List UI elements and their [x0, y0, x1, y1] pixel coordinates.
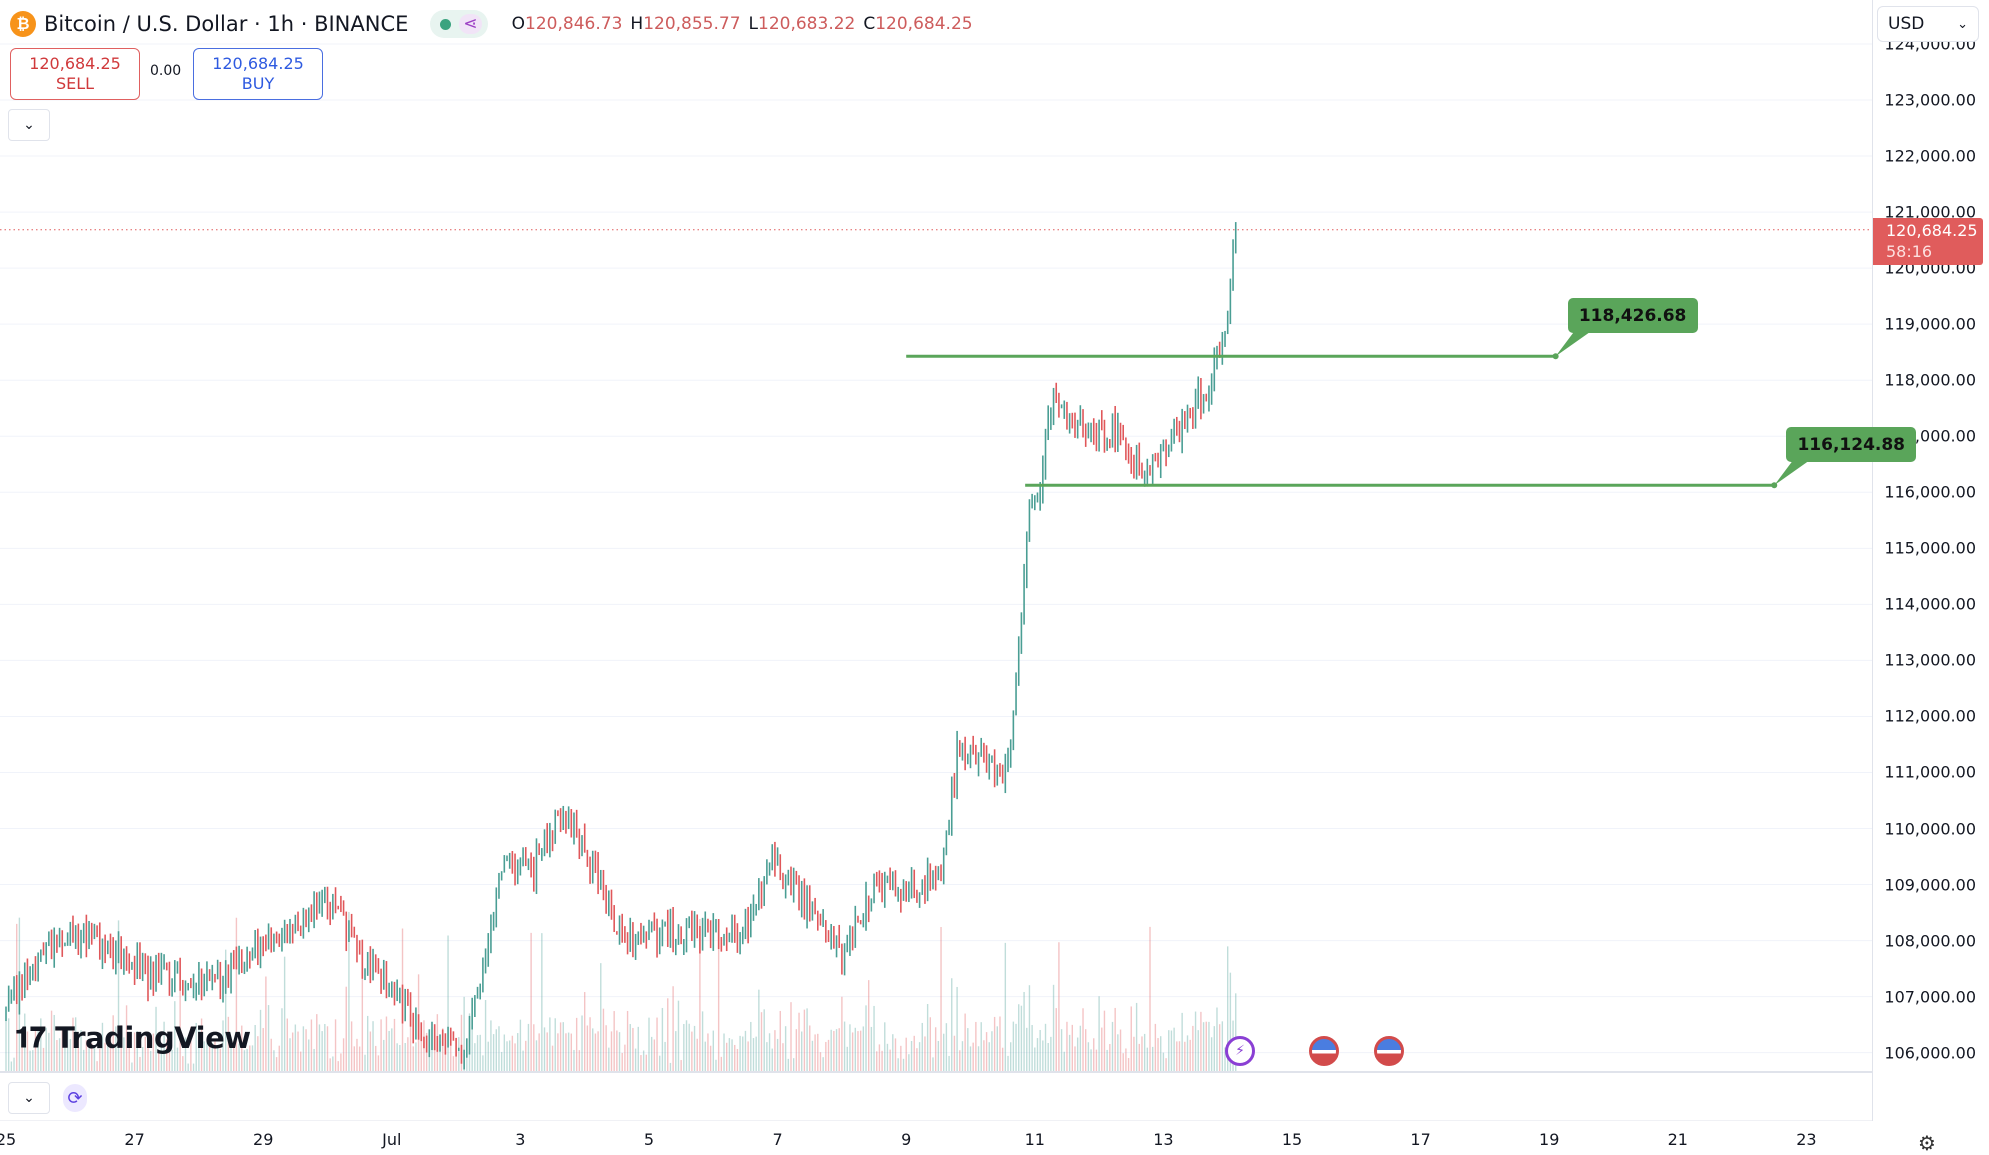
price-axis[interactable]: 124,000.00 123,000.00 122,000.00 121,000.00…: [1872, 0, 1989, 1121]
price-tick-label: 119,000.00: [1884, 314, 1976, 334]
high-key: H: [630, 14, 644, 34]
settings-gear-icon[interactable]: ⚙: [1918, 1131, 1936, 1155]
time-tick-label: 11: [1024, 1130, 1045, 1149]
low-value: 120,683.22: [758, 14, 856, 34]
time-tick-label: 21: [1667, 1130, 1688, 1149]
last-price-label: 120,684.25 58:16: [1873, 218, 1983, 265]
sell-button[interactable]: 120,684.25 SELL: [10, 48, 140, 100]
us-flag-icon[interactable]: [1309, 1036, 1339, 1066]
symbol-header: ₿ Bitcoin / U.S. Dollar · 1h · BINANCE ⋖…: [10, 8, 973, 40]
open-value: 120,846.73: [525, 14, 623, 34]
currency-value: USD: [1888, 14, 1925, 34]
market-open-dot-icon: [440, 18, 452, 30]
time-tick-label: 13: [1153, 1130, 1174, 1149]
collapse-pane-button[interactable]: ⌄: [8, 1082, 50, 1114]
price-tick-label: 109,000.00: [1884, 875, 1976, 895]
time-tick-label: 17: [1410, 1130, 1431, 1149]
price-tick-label: 114,000.00: [1884, 594, 1976, 614]
sell-price: 120,684.25: [29, 54, 121, 73]
bitcoin-icon: ₿: [10, 11, 36, 37]
time-tick-label: 29: [253, 1130, 274, 1149]
price-tick-label: 110,000.00: [1884, 819, 1976, 839]
price-tick-label: 116,000.00: [1884, 482, 1976, 502]
close-value: 120,684.25: [875, 14, 973, 34]
price-tick-label: 111,000.00: [1884, 762, 1976, 782]
low-key: L: [748, 14, 759, 34]
chevron-down-icon: ⌄: [23, 1090, 35, 1106]
chevron-down-icon: ⌄: [23, 117, 35, 133]
price-tick-label: 122,000.00: [1884, 146, 1976, 166]
price-tick-label: 108,000.00: [1884, 931, 1976, 951]
time-tick-label: Jul: [382, 1130, 402, 1149]
price-chart[interactable]: [0, 0, 1872, 1121]
time-tick-label: 19: [1539, 1130, 1560, 1149]
price-tick-label: 106,000.00: [1884, 1043, 1976, 1063]
price-tick-label: 123,000.00: [1884, 90, 1976, 110]
time-tick-label: 15: [1281, 1130, 1303, 1149]
buy-button[interactable]: 120,684.25 BUY: [193, 48, 323, 100]
chevron-down-icon: ⌄: [1957, 16, 1968, 32]
callout-pointer: [1555, 332, 1590, 357]
time-tick-label: 27: [124, 1130, 145, 1149]
ohlc-values: O120,846.73 H120,855.77 L120,683.22 C120…: [512, 14, 973, 34]
symbol-title[interactable]: Bitcoin / U.S. Dollar · 1h · BINANCE: [44, 12, 409, 36]
time-tick-label: 9: [901, 1130, 912, 1149]
sell-label: SELL: [55, 74, 95, 93]
tradingview-watermark: 𝟏𝟕 TradingView: [15, 1021, 251, 1055]
high-value: 120,855.77: [643, 14, 741, 34]
market-status-pill[interactable]: ⋖: [430, 10, 488, 38]
line-anchor-handle[interactable]: [1552, 353, 1559, 360]
currency-select[interactable]: USD ⌄: [1877, 6, 1979, 42]
open-key: O: [511, 14, 526, 34]
price-tick-label: 112,000.00: [1884, 706, 1976, 726]
time-tick-label: 23: [1796, 1130, 1817, 1149]
earnings-bolt-icon[interactable]: ⚡: [1225, 1036, 1255, 1066]
bar-countdown: 58:16: [1886, 242, 1933, 261]
us-flag-icon[interactable]: [1374, 1036, 1404, 1066]
spread-value: 0.00: [150, 63, 182, 79]
callout-pointer: [1774, 461, 1809, 486]
price-tick-label: 118,000.00: [1884, 370, 1976, 390]
price-callout-label[interactable]: 116,124.88: [1786, 427, 1917, 463]
tradingview-logo-icon: 𝟏𝟕: [15, 1021, 46, 1054]
price-tick-label: 113,000.00: [1884, 650, 1976, 670]
price-callout-label[interactable]: 118,426.68: [1567, 298, 1698, 334]
share-icon[interactable]: ⋖: [459, 14, 482, 34]
last-price-value: 120,684.25: [1886, 221, 1978, 240]
close-key: C: [863, 14, 876, 34]
price-tick-label: 107,000.00: [1884, 987, 1976, 1007]
time-tick-label: 25: [0, 1130, 17, 1149]
price-tick-label: 115,000.00: [1884, 538, 1976, 558]
price-tick-label: 121,000.00: [1884, 202, 1976, 222]
buy-label: BUY: [241, 74, 275, 93]
collapse-legend-button[interactable]: ⌄: [8, 109, 50, 141]
watermark-text: TradingView: [55, 1021, 251, 1055]
time-tick-label: 7: [772, 1130, 783, 1149]
time-tick-label: 3: [515, 1130, 526, 1149]
buy-price: 120,684.25: [212, 54, 304, 73]
line-anchor-handle[interactable]: [1771, 482, 1778, 489]
time-tick-label: 5: [643, 1130, 655, 1149]
refresh-icon[interactable]: ⟳: [63, 1084, 87, 1112]
